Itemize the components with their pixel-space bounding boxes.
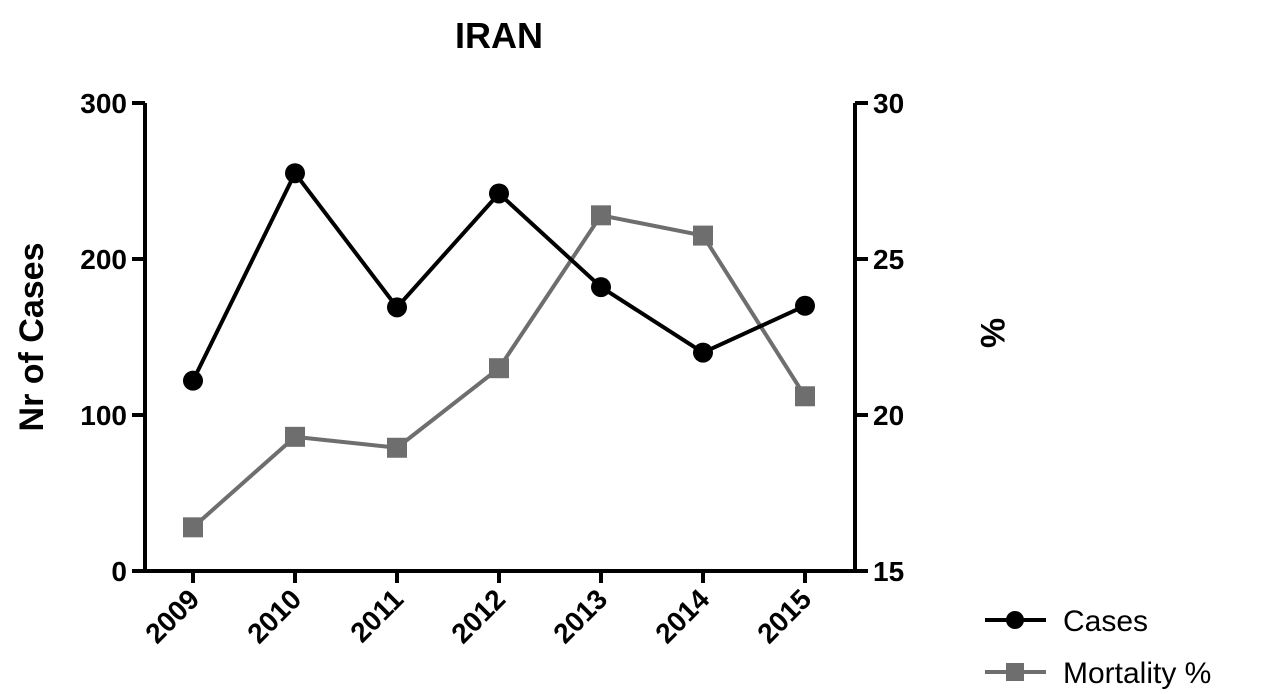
data-point-cases (489, 183, 509, 204)
right-y-axis: 15 20 25 30 (853, 88, 904, 587)
data-point-cases (285, 163, 305, 184)
right-tick-label: 15 (873, 556, 904, 587)
legend-item-cases: Cases (985, 605, 1148, 638)
left-y-axis: 0 100 200 300 (80, 88, 147, 587)
data-point-cases (795, 295, 815, 316)
right-tick-label: 20 (873, 400, 904, 431)
right-tick-label: 30 (873, 88, 904, 119)
series-line-cases (191, 169, 806, 382)
data-point-cases (183, 370, 203, 391)
x-axis: 2009 2010 2011 2012 2013 2014 2015 (139, 569, 855, 649)
legend-label-mortality: Mortality % (1063, 657, 1211, 690)
legend: Cases Mortality % (985, 605, 1211, 690)
x-tick-label: 2014 (649, 583, 715, 649)
left-tick-label: 200 (80, 244, 127, 275)
data-point-mortality (489, 358, 509, 379)
left-tick-label: 100 (80, 400, 127, 431)
x-tick-label: 2013 (547, 583, 613, 649)
x-tick-label: 2010 (241, 583, 307, 649)
left-tick-label: 0 (111, 556, 127, 587)
data-point-mortality (285, 426, 305, 447)
right-tick-label: 25 (873, 244, 904, 275)
data-point-mortality (693, 225, 713, 246)
x-tick-label: 2012 (445, 583, 511, 649)
chart-title: IRAN (455, 15, 543, 56)
data-point-mortality (183, 517, 203, 538)
left-axis-title: Nr of Cases (13, 243, 51, 432)
data-point-mortality (795, 386, 815, 407)
series-layer (183, 163, 815, 538)
data-point-cases (591, 277, 611, 298)
left-tick-label: 300 (80, 88, 127, 119)
data-point-cases (387, 297, 407, 318)
data-point-mortality (591, 205, 611, 226)
data-point-mortality (387, 437, 407, 458)
data-point-cases (693, 342, 713, 363)
legend-label-cases: Cases (1063, 605, 1148, 638)
legend-item-mortality: Mortality % (985, 657, 1211, 690)
x-tick-label: 2011 (344, 583, 409, 648)
x-tick-label: 2015 (751, 583, 817, 649)
right-axis-title: % (973, 318, 1011, 348)
x-tick-label: 2009 (139, 583, 205, 649)
